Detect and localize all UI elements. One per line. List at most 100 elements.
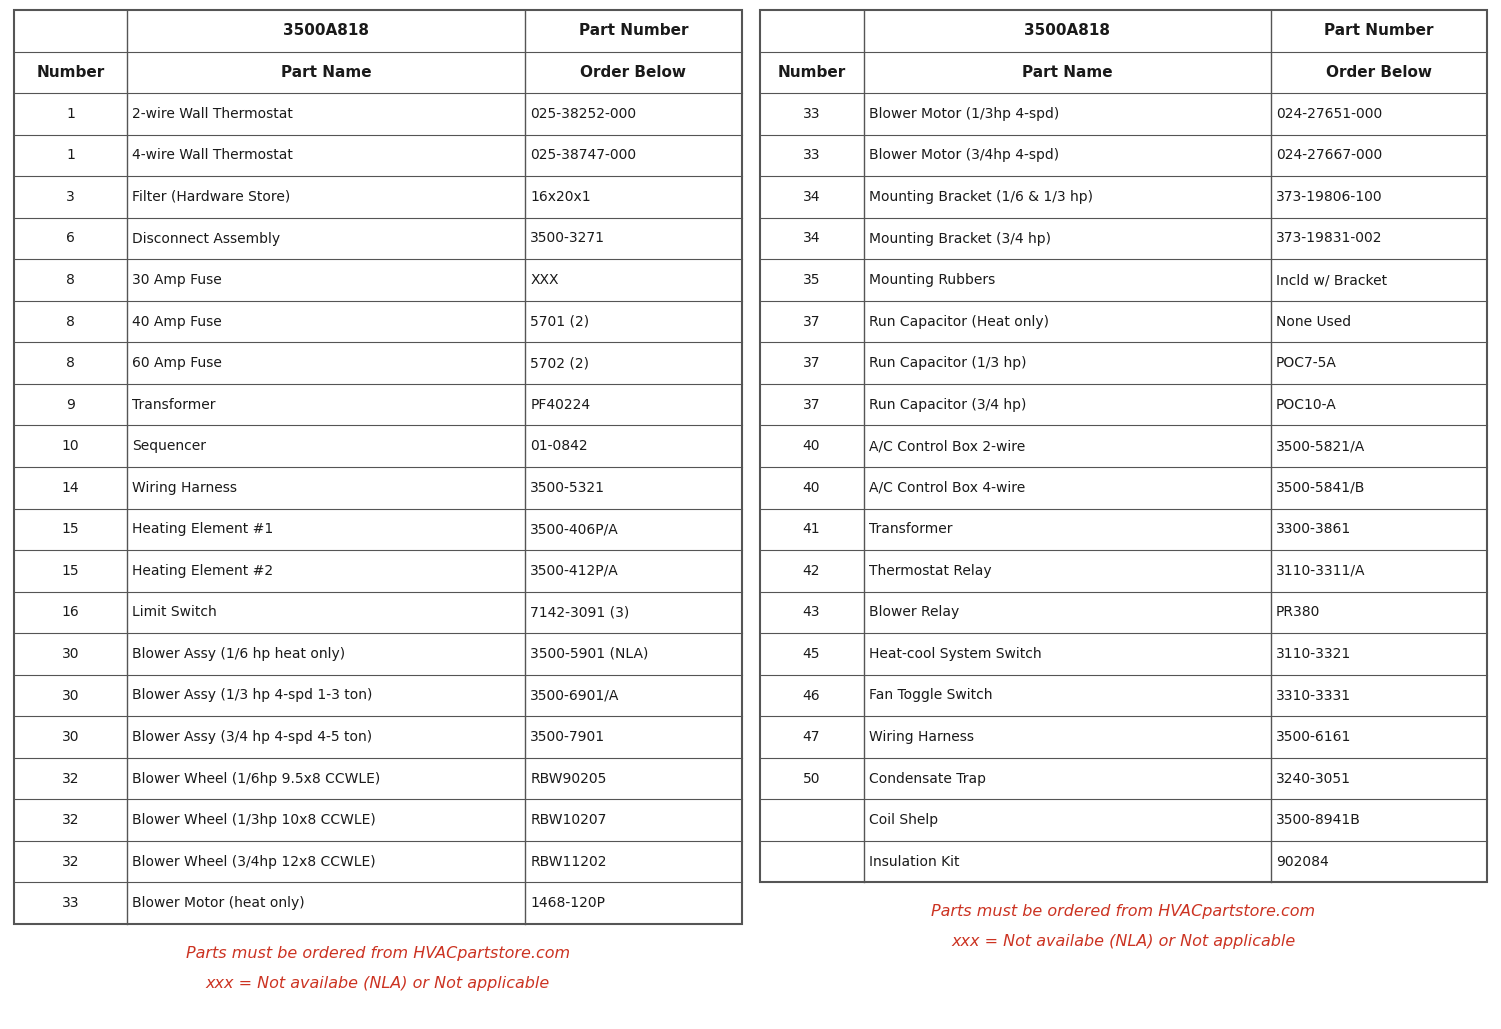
Text: Blower Assy (1/6 hp heat only): Blower Assy (1/6 hp heat only) [132,647,345,661]
Text: xxx = Not availabe (NLA) or Not applicable: xxx = Not availabe (NLA) or Not applicab… [952,934,1295,950]
Text: Mounting Bracket (1/6 & 1/3 hp): Mounting Bracket (1/6 & 1/3 hp) [869,190,1093,204]
Text: 30 Amp Fuse: 30 Amp Fuse [132,273,222,287]
Text: Parts must be ordered from HVACpartstore.com: Parts must be ordered from HVACpartstore… [186,946,570,961]
Text: PF40224: PF40224 [530,397,590,412]
Text: 4-wire Wall Thermostat: 4-wire Wall Thermostat [132,148,293,163]
Text: Fan Toggle Switch: Fan Toggle Switch [869,688,992,703]
Text: 8: 8 [66,356,75,370]
Text: Disconnect Assembly: Disconnect Assembly [132,232,279,246]
Text: 43: 43 [803,605,820,619]
Text: 3500-5901 (NLA): 3500-5901 (NLA) [530,647,648,661]
Text: PR380: PR380 [1276,605,1321,619]
Text: 15: 15 [62,523,80,536]
Text: 3500-5821/A: 3500-5821/A [1276,439,1366,453]
Text: 024-27651-000: 024-27651-000 [1276,107,1382,120]
Text: Sequencer: Sequencer [132,439,206,453]
Text: 3500-3271: 3500-3271 [530,232,605,246]
Text: Blower Wheel (1/3hp 10x8 CCWLE): Blower Wheel (1/3hp 10x8 CCWLE) [132,813,375,827]
Text: 01-0842: 01-0842 [530,439,588,453]
Text: 3110-3311/A: 3110-3311/A [1276,564,1366,578]
Text: 33: 33 [803,148,820,163]
Text: 30: 30 [62,647,80,661]
Text: POC10-A: POC10-A [1276,397,1337,412]
Text: 902084: 902084 [1276,855,1328,868]
Text: Number: Number [778,65,845,80]
Text: 32: 32 [62,813,80,827]
Text: Insulation Kit: Insulation Kit [869,855,959,868]
Text: 6: 6 [66,232,75,246]
Text: Blower Assy (1/3 hp 4-spd 1-3 ton): Blower Assy (1/3 hp 4-spd 1-3 ton) [132,688,372,703]
Text: 3310-3331: 3310-3331 [1276,688,1351,703]
Text: POC7-5A: POC7-5A [1276,356,1337,370]
Bar [14,10,741,924]
Text: Wiring Harness: Wiring Harness [869,730,974,744]
Text: Blower Relay: Blower Relay [869,605,959,619]
Bar [760,10,1487,883]
Text: Limit Switch: Limit Switch [132,605,216,619]
Text: 42: 42 [803,564,820,578]
Text: 8: 8 [66,273,75,287]
Text: 024-27667-000: 024-27667-000 [1276,148,1382,163]
Text: 3500-406P/A: 3500-406P/A [530,523,620,536]
Text: 40: 40 [803,481,820,495]
Text: Incld w/ Bracket: Incld w/ Bracket [1276,273,1387,287]
Text: 3500-8941B: 3500-8941B [1276,813,1361,827]
Text: 14: 14 [62,481,80,495]
Text: Filter (Hardware Store): Filter (Hardware Store) [132,190,290,204]
Text: Run Capacitor (1/3 hp): Run Capacitor (1/3 hp) [869,356,1027,370]
Text: Heat-cool System Switch: Heat-cool System Switch [869,647,1042,661]
Text: 34: 34 [803,190,820,204]
Text: None Used: None Used [1276,315,1351,328]
Text: Thermostat Relay: Thermostat Relay [869,564,991,578]
Text: 16: 16 [62,605,80,619]
Text: RBW10207: RBW10207 [530,813,606,827]
Text: 30: 30 [62,730,80,744]
Text: 2-wire Wall Thermostat: 2-wire Wall Thermostat [132,107,293,120]
Text: Condensate Trap: Condensate Trap [869,772,986,785]
Text: Part Number: Part Number [1324,24,1433,38]
Text: 35: 35 [803,273,820,287]
Text: 3500-6901/A: 3500-6901/A [530,688,620,703]
Text: Blower Wheel (3/4hp 12x8 CCWLE): Blower Wheel (3/4hp 12x8 CCWLE) [132,855,375,868]
Text: Run Capacitor (Heat only): Run Capacitor (Heat only) [869,315,1049,328]
Text: Part Name: Part Name [281,65,371,80]
Text: 1: 1 [66,148,75,163]
Text: A/C Control Box 2-wire: A/C Control Box 2-wire [869,439,1025,453]
Text: 3: 3 [66,190,75,204]
Text: Order Below: Order Below [581,65,686,80]
Text: RBW90205: RBW90205 [530,772,606,785]
Text: 3500-6161: 3500-6161 [1276,730,1351,744]
Text: Blower Assy (3/4 hp 4-spd 4-5 ton): Blower Assy (3/4 hp 4-spd 4-5 ton) [132,730,372,744]
Text: 5701 (2): 5701 (2) [530,315,590,328]
Text: 50: 50 [803,772,820,785]
Text: 3300-3861: 3300-3861 [1276,523,1351,536]
Text: 373-19831-002: 373-19831-002 [1276,232,1382,246]
Text: 3110-3321: 3110-3321 [1276,647,1351,661]
Text: 025-38252-000: 025-38252-000 [530,107,636,120]
Text: 10: 10 [62,439,80,453]
Text: Blower Motor (heat only): Blower Motor (heat only) [132,896,305,911]
Text: Part Number: Part Number [579,24,689,38]
Text: 3500A818: 3500A818 [284,24,369,38]
Text: Blower Motor (1/3hp 4-spd): Blower Motor (1/3hp 4-spd) [869,107,1058,120]
Text: 40 Amp Fuse: 40 Amp Fuse [132,315,222,328]
Text: Heating Element #1: Heating Element #1 [132,523,273,536]
Text: Blower Motor (3/4hp 4-spd): Blower Motor (3/4hp 4-spd) [869,148,1058,163]
Text: 33: 33 [62,896,80,911]
Text: Parts must be ordered from HVACpartstore.com: Parts must be ordered from HVACpartstore… [931,904,1315,920]
Text: 3500-7901: 3500-7901 [530,730,605,744]
Text: 025-38747-000: 025-38747-000 [530,148,636,163]
Text: 3500-5841/B: 3500-5841/B [1276,481,1366,495]
Text: 3240-3051: 3240-3051 [1276,772,1351,785]
Text: 41: 41 [803,523,821,536]
Text: Wiring Harness: Wiring Harness [132,481,237,495]
Text: Order Below: Order Below [1325,65,1432,80]
Text: Transformer: Transformer [869,523,952,536]
Text: 34: 34 [803,232,820,246]
Text: 32: 32 [62,772,80,785]
Text: 5702 (2): 5702 (2) [530,356,590,370]
Text: 15: 15 [62,564,80,578]
Text: Mounting Rubbers: Mounting Rubbers [869,273,995,287]
Text: 3500A818: 3500A818 [1024,24,1111,38]
Text: 9: 9 [66,397,75,412]
